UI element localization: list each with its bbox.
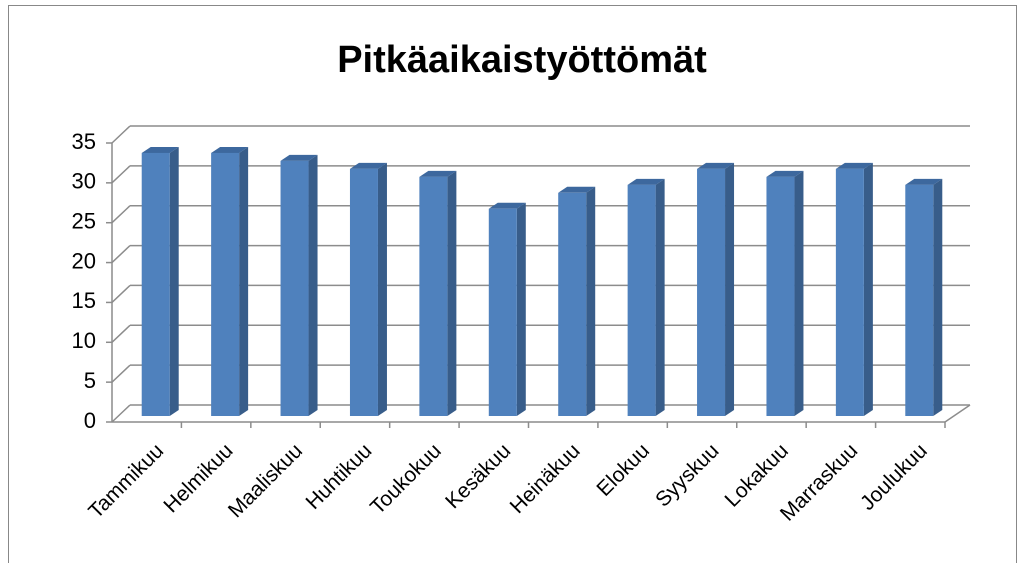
grid-line <box>111 205 131 224</box>
bar <box>766 170 804 416</box>
bar-top <box>905 178 943 185</box>
bar <box>488 202 526 416</box>
grid-line <box>111 364 131 383</box>
bar-front <box>349 168 378 416</box>
bar-top <box>211 146 249 153</box>
bar-top <box>558 186 596 193</box>
bar-top <box>419 170 457 177</box>
bar-top <box>349 162 387 169</box>
bar-side <box>516 202 526 416</box>
bar-side <box>308 154 318 416</box>
bar-top <box>280 154 318 161</box>
grid-line <box>111 165 131 184</box>
bar-side <box>794 170 804 416</box>
y-tick-label: 35 <box>72 129 96 154</box>
axis-line <box>944 404 971 423</box>
bar-side <box>725 162 735 416</box>
bar-front <box>627 184 656 416</box>
bar <box>697 162 735 416</box>
bar <box>835 162 873 416</box>
y-tick-label: 0 <box>84 408 96 433</box>
bar-top <box>766 170 804 177</box>
bar <box>419 170 457 416</box>
bar <box>627 178 665 416</box>
grid-line <box>111 284 131 303</box>
y-tick-label: 25 <box>72 209 96 234</box>
bar-front <box>419 176 448 416</box>
bar-front <box>697 168 726 416</box>
bar-side <box>447 170 457 416</box>
bar-front <box>280 160 309 416</box>
bar-top <box>835 162 873 169</box>
bar-front <box>905 184 934 416</box>
y-tick-label: 10 <box>72 328 96 353</box>
bar <box>349 162 387 416</box>
bar-top <box>488 202 526 209</box>
bar-side <box>863 162 873 416</box>
y-tick-label: 5 <box>84 368 96 393</box>
bar <box>141 146 179 416</box>
grid-line <box>111 324 131 343</box>
bar-front <box>558 192 587 416</box>
bar-front <box>488 208 517 416</box>
bar-side <box>586 186 596 416</box>
chart-title: Pitkäaikaistyöttömät <box>337 39 707 81</box>
bar <box>905 178 943 416</box>
bar <box>558 186 596 416</box>
bar-top <box>141 146 179 153</box>
y-tick-label: 20 <box>72 248 96 273</box>
bar <box>280 154 318 416</box>
y-tick-label: 30 <box>72 169 96 194</box>
bar-front <box>141 152 170 416</box>
bar-side <box>933 178 943 416</box>
bar-top <box>627 178 665 185</box>
bar-top <box>697 162 735 169</box>
grid-line <box>111 245 131 264</box>
bar-front <box>766 176 795 416</box>
grid-line <box>111 125 131 144</box>
bar-side <box>377 162 387 416</box>
bar-side <box>169 146 179 416</box>
bar-front <box>211 152 240 416</box>
bar-front <box>835 168 864 416</box>
y-tick-label: 15 <box>72 288 96 313</box>
bar-side <box>239 146 249 416</box>
grid-line <box>111 404 131 423</box>
bar-side <box>655 178 665 416</box>
bar <box>211 146 249 416</box>
